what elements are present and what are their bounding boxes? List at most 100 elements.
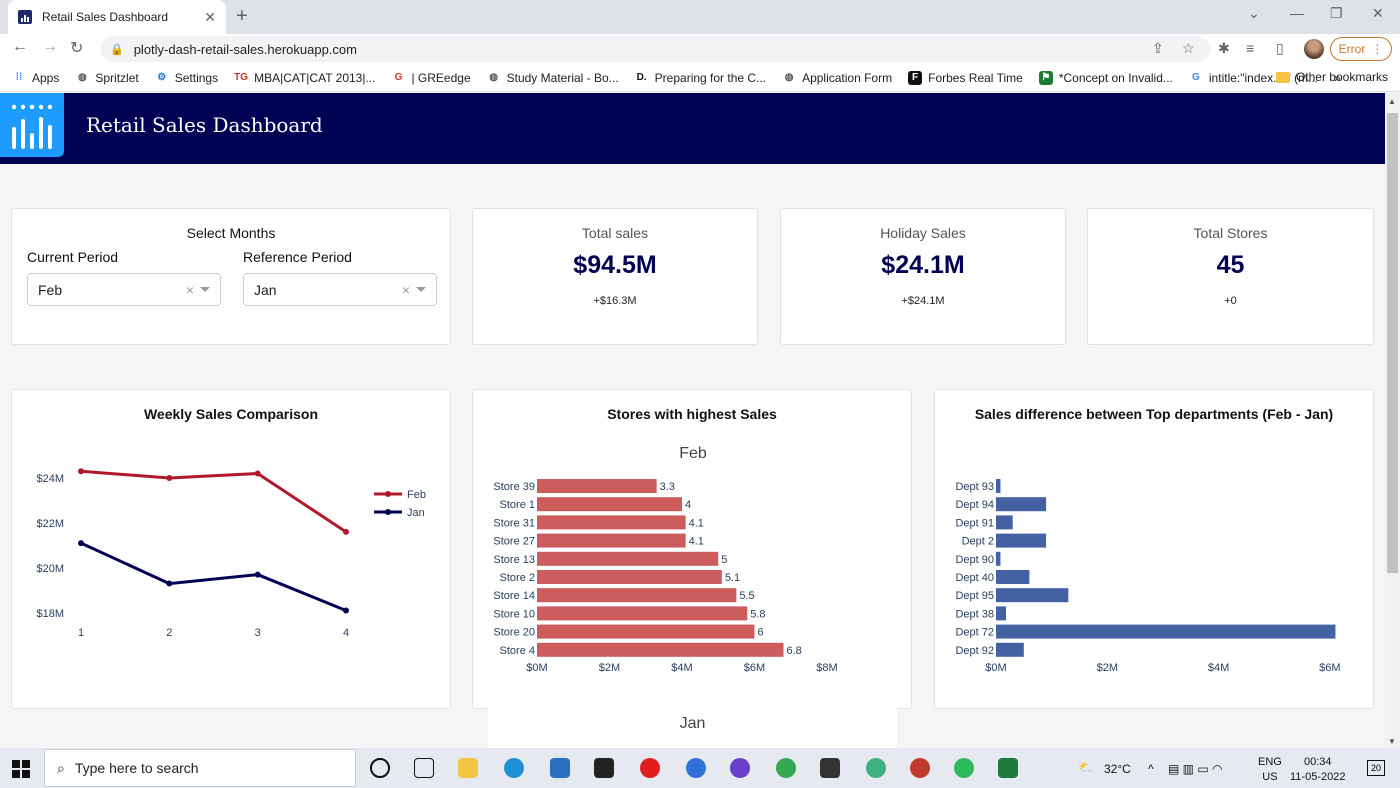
chrome-icon[interactable] — [776, 758, 796, 778]
back-button[interactable]: ← — [12, 38, 28, 55]
bookmarks-overflow[interactable]: » — [1334, 71, 1341, 85]
app-green-ring-icon[interactable] — [954, 758, 974, 778]
other-bookmarks[interactable]: Other bookmarks — [1275, 70, 1388, 84]
bar-value-label: 4.1 — [689, 536, 704, 548]
terminal-icon[interactable] — [820, 758, 840, 778]
bookmark-label: | GREedge — [411, 70, 471, 85]
bookmark-settings[interactable]: ⚙ Settings — [155, 71, 218, 85]
clock-date: 11-05-2022 — [1290, 771, 1346, 783]
close-window-button[interactable]: ✕ — [1372, 5, 1384, 21]
bookmark-forbes[interactable]: F Forbes Real Time — [908, 70, 1023, 85]
green-flag-icon: ⚑ — [1038, 70, 1053, 85]
y-category-label: Store 1 — [500, 499, 535, 511]
google-icon: G — [1192, 72, 1200, 83]
app-gear-icon[interactable] — [910, 758, 930, 778]
clear-icon[interactable]: × — [185, 281, 194, 298]
reference-period-value: Jan — [254, 281, 277, 298]
bookmark-application-form[interactable]: ◍ Application Form — [782, 71, 892, 85]
scroll-up-icon[interactable]: ▲ — [1388, 97, 1396, 106]
notifications-icon[interactable]: 20 — [1367, 760, 1385, 776]
bar — [996, 479, 1001, 493]
bookmark-label: Apps — [32, 70, 60, 85]
data-point-feb — [78, 468, 84, 475]
error-label: Error — [1338, 42, 1366, 56]
y-category-label: Dept 72 — [955, 627, 994, 639]
bookmark-label: Study Material - Bo... — [506, 70, 619, 85]
app-red-icon[interactable] — [594, 758, 614, 778]
x-tick-label: $8M — [816, 662, 837, 674]
bar — [996, 588, 1069, 603]
atom-icon[interactable] — [866, 758, 886, 778]
kpi-value: $94.5M — [573, 251, 657, 279]
chevron-down-icon[interactable] — [200, 287, 210, 292]
opera-icon[interactable] — [640, 758, 660, 778]
bookmark-label: Spritzlet — [95, 70, 139, 85]
url-text: plotly-dash-retail-sales.herokuapp.com — [133, 41, 357, 57]
bar-value-label: 4 — [685, 499, 691, 511]
scrollbar-thumb[interactable] — [1387, 113, 1398, 573]
tray-expand-icon[interactable]: ^ — [1148, 762, 1154, 776]
bookmark-concept[interactable]: ⚑ *Concept on Invalid... — [1038, 70, 1173, 85]
data-point-feb — [343, 528, 349, 535]
tray-icons[interactable]: ▤ ▥ ▭ ◠ — [1168, 762, 1223, 776]
y-category-label: Store 39 — [493, 481, 535, 493]
page-scrollbar[interactable]: ▲ ▼ — [1385, 93, 1400, 748]
edge-icon[interactable] — [504, 758, 524, 778]
bookmark-greedge[interactable]: G | GREedge — [391, 70, 471, 85]
current-period-dropdown[interactable]: Feb × — [27, 273, 221, 306]
side-panel-icon[interactable]: ▯ — [1276, 40, 1284, 56]
kpi-label: Total sales — [581, 225, 649, 241]
chrome-beta-icon[interactable] — [686, 758, 706, 778]
forward-button[interactable]: → — [42, 38, 58, 55]
y-category-label: Store 31 — [493, 517, 535, 529]
new-tab-button[interactable]: + — [236, 5, 248, 27]
browser-tab[interactable]: Retail Sales Dashboard ✕ — [8, 0, 226, 34]
bar-value-label: 4.1 — [689, 517, 704, 529]
bookmark-mba-cat[interactable]: TG MBA|CAT|CAT 2013|... — [234, 71, 375, 85]
media-control-icon[interactable]: ≡ — [1246, 40, 1255, 56]
error-button[interactable]: Error ⋮ — [1330, 37, 1392, 61]
overflow-chevron: » — [1334, 70, 1341, 85]
task-view-icon[interactable] — [414, 758, 434, 778]
weather-icon[interactable]: ⛅ — [1078, 760, 1093, 774]
data-point-feb — [166, 474, 173, 481]
profile-avatar[interactable] — [1304, 39, 1324, 59]
tab-search-icon[interactable]: ⌄ — [1248, 5, 1260, 21]
reload-button[interactable]: ↻ — [70, 40, 84, 57]
address-bar[interactable]: 🔒 plotly-dash-retail-sales.herokuapp.com — [100, 36, 1210, 62]
other-bookmarks-label: Other bookmarks — [1295, 70, 1388, 84]
clear-icon[interactable]: × — [401, 281, 410, 298]
share-icon[interactable]: ⇪ — [1152, 40, 1164, 56]
taskbar-clock[interactable]: 00:34 11-05-2022 — [1290, 755, 1345, 785]
scroll-down-icon[interactable]: ▼ — [1388, 737, 1396, 746]
windows-taskbar: ⌕ Type here to search ⛅ 32°C ^ ▤ ▥ ▭ ◠ E… — [0, 748, 1400, 788]
taskbar-search[interactable]: ⌕ Type here to search — [44, 749, 356, 787]
reference-period-dropdown[interactable]: Jan × — [243, 273, 437, 306]
bookmark-star-icon[interactable]: ☆ — [1182, 40, 1195, 56]
store-icon[interactable] — [550, 758, 570, 778]
kpi-delta: +$16.3M — [593, 295, 637, 307]
weather-temperature[interactable]: 32°C — [1104, 762, 1131, 776]
bookmark-apps[interactable]: ⁞⁞ Apps — [12, 70, 60, 85]
bookmark-study-material[interactable]: ◍ Study Material - Bo... — [487, 70, 619, 85]
restore-button[interactable]: ❐ — [1330, 5, 1343, 21]
y-tick-label: $22M — [36, 518, 64, 530]
language-indicator[interactable]: ENG US — [1258, 755, 1282, 785]
y-category-label: Store 14 — [493, 590, 535, 602]
windows-start-icon[interactable] — [12, 760, 30, 778]
bookmark-spritzlet[interactable]: ◍ Spritzlet — [75, 70, 139, 85]
extensions-icon[interactable]: ✱ — [1218, 40, 1230, 56]
series-line-feb — [80, 469, 347, 534]
chevron-down-icon[interactable] — [416, 287, 426, 292]
cortana-icon[interactable] — [370, 758, 390, 778]
bookmark-preparing[interactable]: D. Preparing for the C... — [635, 71, 766, 85]
chrome-canary-icon[interactable] — [730, 758, 750, 778]
file-explorer-icon[interactable] — [458, 758, 478, 778]
close-tab-icon[interactable]: ✕ — [204, 8, 216, 25]
minimize-button[interactable]: — — [1290, 5, 1304, 21]
excel-icon[interactable] — [998, 758, 1018, 778]
browser-toolbar: ← → ↻ 🔒 plotly-dash-retail-sales.herokua… — [0, 34, 1400, 64]
bookmark-label: *Concept on Invalid... — [1058, 70, 1173, 85]
series-line-jan — [80, 541, 347, 612]
